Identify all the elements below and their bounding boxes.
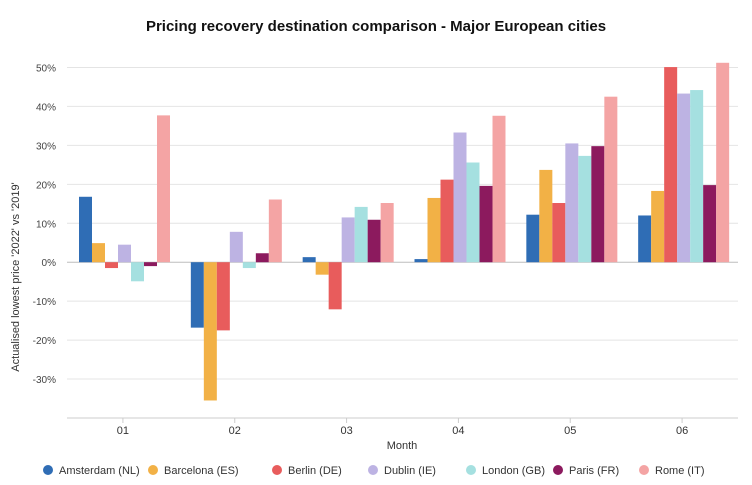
bar: [466, 162, 480, 263]
legend-swatch: [43, 465, 53, 475]
bar: [526, 214, 540, 263]
bar: [578, 155, 592, 263]
bar: [354, 206, 368, 263]
legend-label: Amsterdam (NL): [59, 465, 140, 477]
legend-swatch: [272, 465, 282, 475]
y-tick-label: 10%: [36, 219, 56, 230]
bar: [216, 262, 230, 331]
y-tick-label: -30%: [33, 375, 56, 386]
axes: -30% -20% -10% 0% 10% 20% 30% 40% 50% 01 02 03 04 05 0…: [33, 63, 738, 437]
bar: [427, 197, 441, 263]
bar: [703, 185, 717, 263]
y-tick-label: 0%: [42, 258, 57, 269]
x-tick-label: 06: [676, 425, 688, 437]
legend: Amsterdam (NL) Barcelona (ES) Berlin (DE) D…: [43, 465, 705, 477]
bar: [565, 143, 579, 263]
bar: [367, 219, 381, 263]
bar: [380, 203, 394, 263]
y-tick-label: -20%: [33, 336, 56, 347]
legend-swatch: [148, 465, 158, 475]
bar: [157, 115, 170, 263]
bar: [690, 90, 704, 263]
bar: [144, 262, 157, 267]
bar: [79, 196, 92, 263]
bar: [539, 169, 553, 263]
bar: [203, 262, 217, 401]
bar: [118, 244, 131, 263]
x-tick-label: 05: [564, 425, 576, 437]
bar: [302, 257, 316, 263]
chart-title: Pricing recovery destination comparison …: [145, 18, 607, 35]
bar: [638, 215, 652, 263]
bar: [677, 93, 691, 263]
gridlines: [67, 66, 738, 380]
bar: [229, 231, 243, 263]
x-tick-label: 02: [229, 425, 241, 437]
legend-label: Dublin (IE): [384, 465, 436, 477]
legend-label: Paris (FR): [569, 465, 619, 477]
x-tick-label: 03: [340, 425, 352, 437]
legend-swatch: [466, 465, 476, 475]
legend-swatch: [368, 465, 378, 475]
bar: [315, 262, 329, 275]
y-tick-label: -10%: [33, 297, 56, 308]
bar: [414, 259, 428, 263]
bar: [341, 217, 355, 263]
bar: [604, 96, 618, 263]
y-tick-label: 20%: [36, 180, 56, 191]
bar: [268, 199, 282, 263]
bar: [242, 262, 256, 269]
legend-label: London (GB): [482, 465, 545, 477]
y-tick-label: 50%: [36, 63, 56, 74]
legend-label: Rome (IT): [655, 465, 705, 477]
y-axis-label: Actualised lowest price '2022' vs '2019': [10, 182, 22, 371]
bar: [664, 67, 678, 263]
x-tick-label: 01: [117, 425, 129, 437]
legend-label: Barcelona (ES): [164, 465, 239, 477]
legend-swatch: [553, 465, 563, 475]
bar: [131, 262, 144, 282]
bar: [440, 179, 454, 263]
y-tick-label: 30%: [36, 141, 56, 152]
bar: [105, 262, 118, 269]
bar: [552, 203, 566, 263]
x-tick-label: 04: [452, 425, 464, 437]
bar: [453, 132, 467, 263]
y-tick-label: 40%: [36, 102, 56, 113]
bar: [591, 146, 605, 263]
legend-swatch: [639, 465, 649, 475]
bar: [255, 253, 269, 263]
bar: [190, 262, 204, 328]
bar: [479, 185, 493, 263]
x-axis-label: Month: [387, 440, 418, 452]
legend-label: Berlin (DE): [288, 465, 342, 477]
bar: [716, 62, 730, 263]
bar: [651, 190, 665, 263]
bars: [79, 62, 730, 401]
bar: [328, 262, 342, 310]
bar: [492, 115, 506, 263]
bar: [92, 243, 105, 263]
